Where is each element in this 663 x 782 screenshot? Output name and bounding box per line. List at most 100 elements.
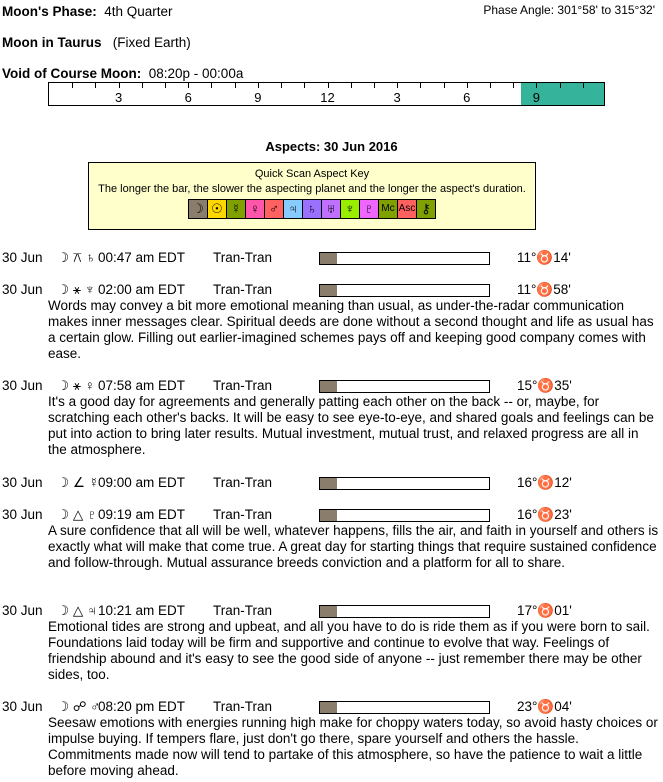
aspect-glyph: ☽ ⚹ ♆ — [57, 282, 95, 297]
chiron-icon: ⚷ — [417, 200, 435, 218]
aspect-description: Emotional tides are strong and upbeat, a… — [48, 619, 650, 682]
duration-fill — [320, 478, 337, 489]
aspects-title: Aspects: 30 Jun 2016 — [265, 139, 398, 154]
aspect-time: 09:00 am EDT — [98, 475, 186, 490]
phase-value: 4th Quarter — [104, 4, 173, 19]
timeline-tick — [513, 83, 515, 88]
jupiter-icon: ♃ — [284, 200, 303, 218]
aspect-duration-bar — [319, 509, 490, 522]
aspect-description: A sure confidence that all will be well,… — [48, 523, 659, 570]
aspect-description: It's a good day for agreements and gener… — [48, 394, 654, 457]
timeline-tick — [559, 83, 561, 88]
timeline-tick — [188, 83, 190, 88]
aspect-type: Tran-Tran — [213, 699, 273, 714]
duration-fill — [320, 606, 337, 617]
void-of-course: Void of Course Moon: 08:20p - 00:00a — [2, 66, 243, 81]
aspect-duration-bar — [319, 380, 490, 393]
aspect-date: 30 Jun — [2, 603, 43, 618]
duration-fill — [320, 381, 337, 392]
aspect-glyph: ☽ △ ♇ — [57, 507, 98, 522]
timeline-tick — [165, 83, 167, 88]
timeline-tick — [350, 83, 352, 88]
void-period-bar — [520, 83, 604, 105]
aspect-glyph: ☽ ⚻ ♄ — [57, 250, 96, 265]
aspect-duration-bar — [319, 605, 490, 618]
aspect-time: 00:47 am EDT — [98, 250, 186, 265]
timeline-tick — [466, 83, 468, 88]
key-glyphs: ☽ ☉ ☿ ♀ ♂ ♃ ♄ ♅ ♆ ♇ Mc Asc ⚷ — [188, 199, 436, 219]
aspect-position: 15°♉35' — [517, 378, 572, 393]
moon-sign: Moon in Taurus (Fixed Earth) — [2, 35, 191, 50]
timeline-label: 3 — [115, 90, 123, 105]
timeline-tick — [536, 83, 538, 88]
aspect-duration-bar — [319, 701, 490, 714]
ascendant-icon: Asc — [398, 200, 417, 218]
void-time: 08:20p - 00:00a — [148, 66, 244, 81]
timeline-tick — [304, 83, 306, 88]
aspect-time: 10:21 am EDT — [98, 603, 186, 618]
timeline-tick — [211, 83, 213, 88]
duration-fill — [320, 253, 337, 264]
aspect-date: 30 Jun — [2, 250, 43, 265]
moon-phase: Moon's Phase: 4th Quarter — [2, 4, 173, 19]
aspect-glyph: ☽ ⚹ ♀ — [57, 378, 95, 393]
uranus-icon: ♅ — [322, 200, 341, 218]
timeline-tick — [373, 83, 375, 88]
timeline-label: 12 — [320, 90, 335, 105]
aspect-position: 11°♉14' — [517, 250, 571, 265]
aspect-date: 30 Jun — [2, 378, 43, 393]
aspect-date: 30 Jun — [2, 699, 43, 714]
key-title: Quick Scan Aspect Key — [254, 168, 370, 180]
timeline-label: 6 — [463, 90, 471, 105]
aspect-description: Seesaw emotions with energies running hi… — [48, 715, 658, 778]
timeline-tick — [234, 83, 236, 88]
aspect-position: 16°♉23' — [517, 507, 572, 522]
aspect-type: Tran-Tran — [213, 603, 273, 618]
aspect-type: Tran-Tran — [213, 507, 273, 522]
midheaven-icon: Mc — [379, 200, 398, 218]
venus-icon: ♀ — [246, 200, 265, 218]
timeline-tick — [489, 83, 491, 88]
aspect-glyph: ☽ △ ♃ — [57, 603, 98, 618]
timeline-tick — [141, 83, 143, 88]
mars-icon: ♂ — [265, 200, 284, 218]
aspect-description: Words may convey a bit more emotional me… — [48, 298, 654, 361]
timeline-label: 9 — [254, 90, 262, 105]
aspect-time: 08:20 pm EDT — [98, 699, 186, 714]
timeline-tick — [443, 83, 445, 88]
saturn-icon: ♄ — [303, 200, 322, 218]
timeline-tick — [327, 83, 329, 88]
aspect-glyph: ☽ ∠ ☿ — [57, 475, 99, 490]
aspect-glyph: ☽ ☍ ♂ — [57, 699, 101, 714]
moon-icon: ☽ — [189, 200, 208, 218]
timeline-tick — [72, 83, 74, 88]
duration-fill — [320, 702, 337, 713]
aspect-time: 07:58 am EDT — [98, 378, 186, 393]
pluto-icon: ♇ — [360, 200, 379, 218]
aspect-date: 30 Jun — [2, 475, 43, 490]
timeline-tick — [397, 83, 399, 88]
void-timeline: 3 6 9 12 3 6 9 — [48, 82, 605, 106]
aspect-time: 09:19 am EDT — [98, 507, 186, 522]
duration-fill — [320, 510, 337, 521]
aspect-position: 17°♉01' — [517, 603, 572, 618]
aspect-position: 11°♉58' — [517, 282, 571, 297]
timeline-tick — [95, 83, 97, 88]
mercury-icon: ☿ — [227, 200, 246, 218]
void-label: Void of Course Moon: — [2, 66, 142, 81]
aspect-duration-bar — [319, 252, 490, 265]
aspect-duration-bar — [319, 284, 490, 297]
timeline-tick — [118, 83, 120, 88]
aspect-duration-bar — [319, 477, 490, 490]
aspect-date: 30 Jun — [2, 507, 43, 522]
timeline-tick — [257, 83, 259, 88]
aspect-position: 16°♉12' — [517, 475, 572, 490]
timeline-label: 9 — [532, 90, 540, 105]
aspect-type: Tran-Tran — [213, 250, 273, 265]
aspect-type: Tran-Tran — [213, 378, 273, 393]
moon-sign-label: Moon in Taurus — [2, 35, 102, 50]
sun-icon: ☉ — [208, 200, 227, 218]
timeline-label: 3 — [393, 90, 401, 105]
duration-fill — [320, 285, 337, 296]
timeline-tick — [420, 83, 422, 88]
